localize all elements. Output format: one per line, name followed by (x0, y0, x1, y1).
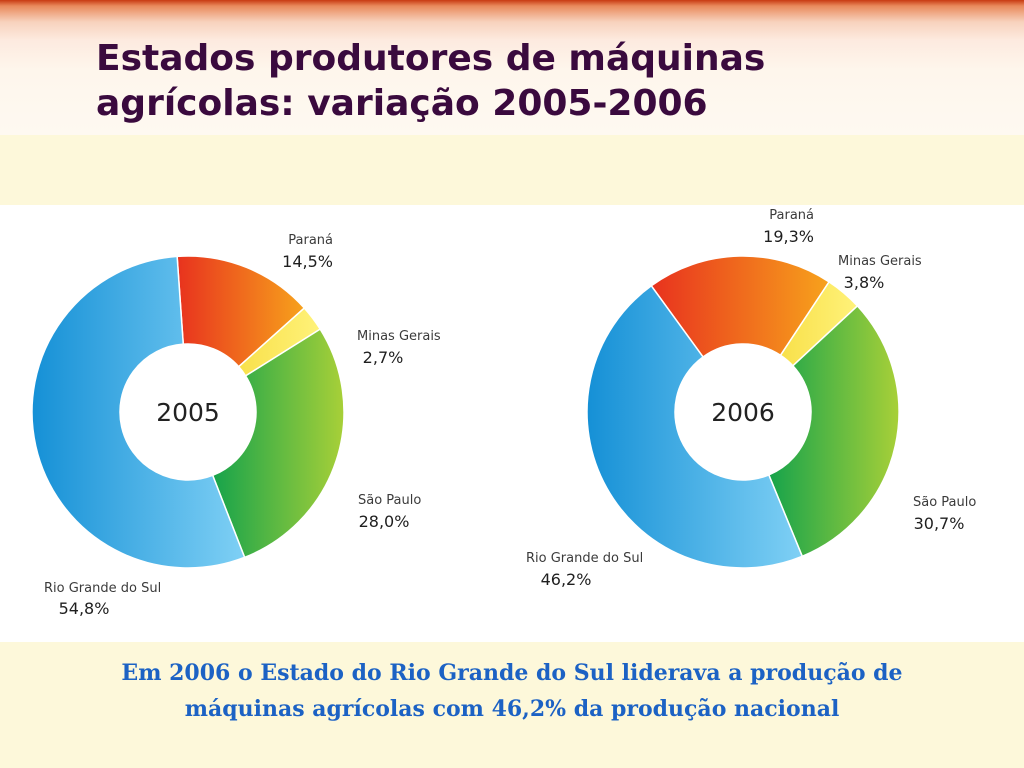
slice-name-rio-grande-do-sul-2006: Rio Grande do Sul (526, 551, 643, 566)
slice-value-rio-grande-do-sul-2006: 46,2% (541, 570, 592, 589)
center-label-2006: 2006 (711, 398, 775, 427)
slice-name-rio-grande-do-sul-2005: Rio Grande do Sul (44, 581, 161, 596)
slice-name-minas-gerais-2005: Minas Gerais (357, 329, 441, 344)
slice-name-sao-paulo-2005: São Paulo (358, 493, 421, 508)
slice-sao-paulo-2005 (211, 328, 345, 559)
slice-value-minas-gerais-2006: 3,8% (844, 273, 885, 292)
slice-value-sao-paulo-2005: 28,0% (359, 512, 410, 531)
caption: Em 2006 o Estado do Rio Grande do Sul li… (20, 655, 1004, 727)
title-banner (0, 0, 1024, 135)
slice-value-parana-2006: 19,3% (763, 227, 814, 246)
caption-line-1: Em 2006 o Estado do Rio Grande do Sul li… (121, 660, 903, 686)
donut-chart-2006 (586, 255, 900, 569)
caption-line-2: máquinas agrícolas com 46,2% da produção… (184, 696, 840, 722)
slice-sao-paulo-2006 (767, 304, 900, 558)
slice-name-parana-2006: Paraná (769, 208, 814, 223)
slice-rio-grande-do-sul-2005 (31, 255, 246, 569)
slice-name-sao-paulo-2006: São Paulo (913, 495, 976, 510)
slice-rio-grande-do-sul-2006 (586, 284, 804, 569)
slice-value-sao-paulo-2006: 30,7% (914, 514, 965, 533)
center-label-2005: 2005 (156, 398, 220, 427)
page-title: Estados produtores de máquinas agrícolas… (96, 36, 996, 126)
page-title-line-1: Estados produtores de máquinas (96, 38, 766, 79)
slice-name-minas-gerais-2006: Minas Gerais (838, 254, 922, 269)
slice-name-parana-2005: Paraná (288, 233, 333, 248)
donut-chart-2005 (31, 255, 345, 569)
slice-value-minas-gerais-2005: 2,7% (363, 348, 404, 367)
slice-value-parana-2005: 14,5% (282, 252, 333, 271)
chart-panel: 2005 Paraná 14,5% Minas Gerais 2,7% São Paulo… (0, 205, 1024, 642)
slice-value-rio-grande-do-sul-2005: 54,8% (59, 599, 110, 618)
donut-charts: 2005 Paraná 14,5% Minas Gerais 2,7% São Paulo… (31, 208, 976, 618)
page-title-line-2: agrícolas: variação 2005-2006 (96, 83, 708, 124)
slice-parana-2006 (650, 255, 831, 359)
